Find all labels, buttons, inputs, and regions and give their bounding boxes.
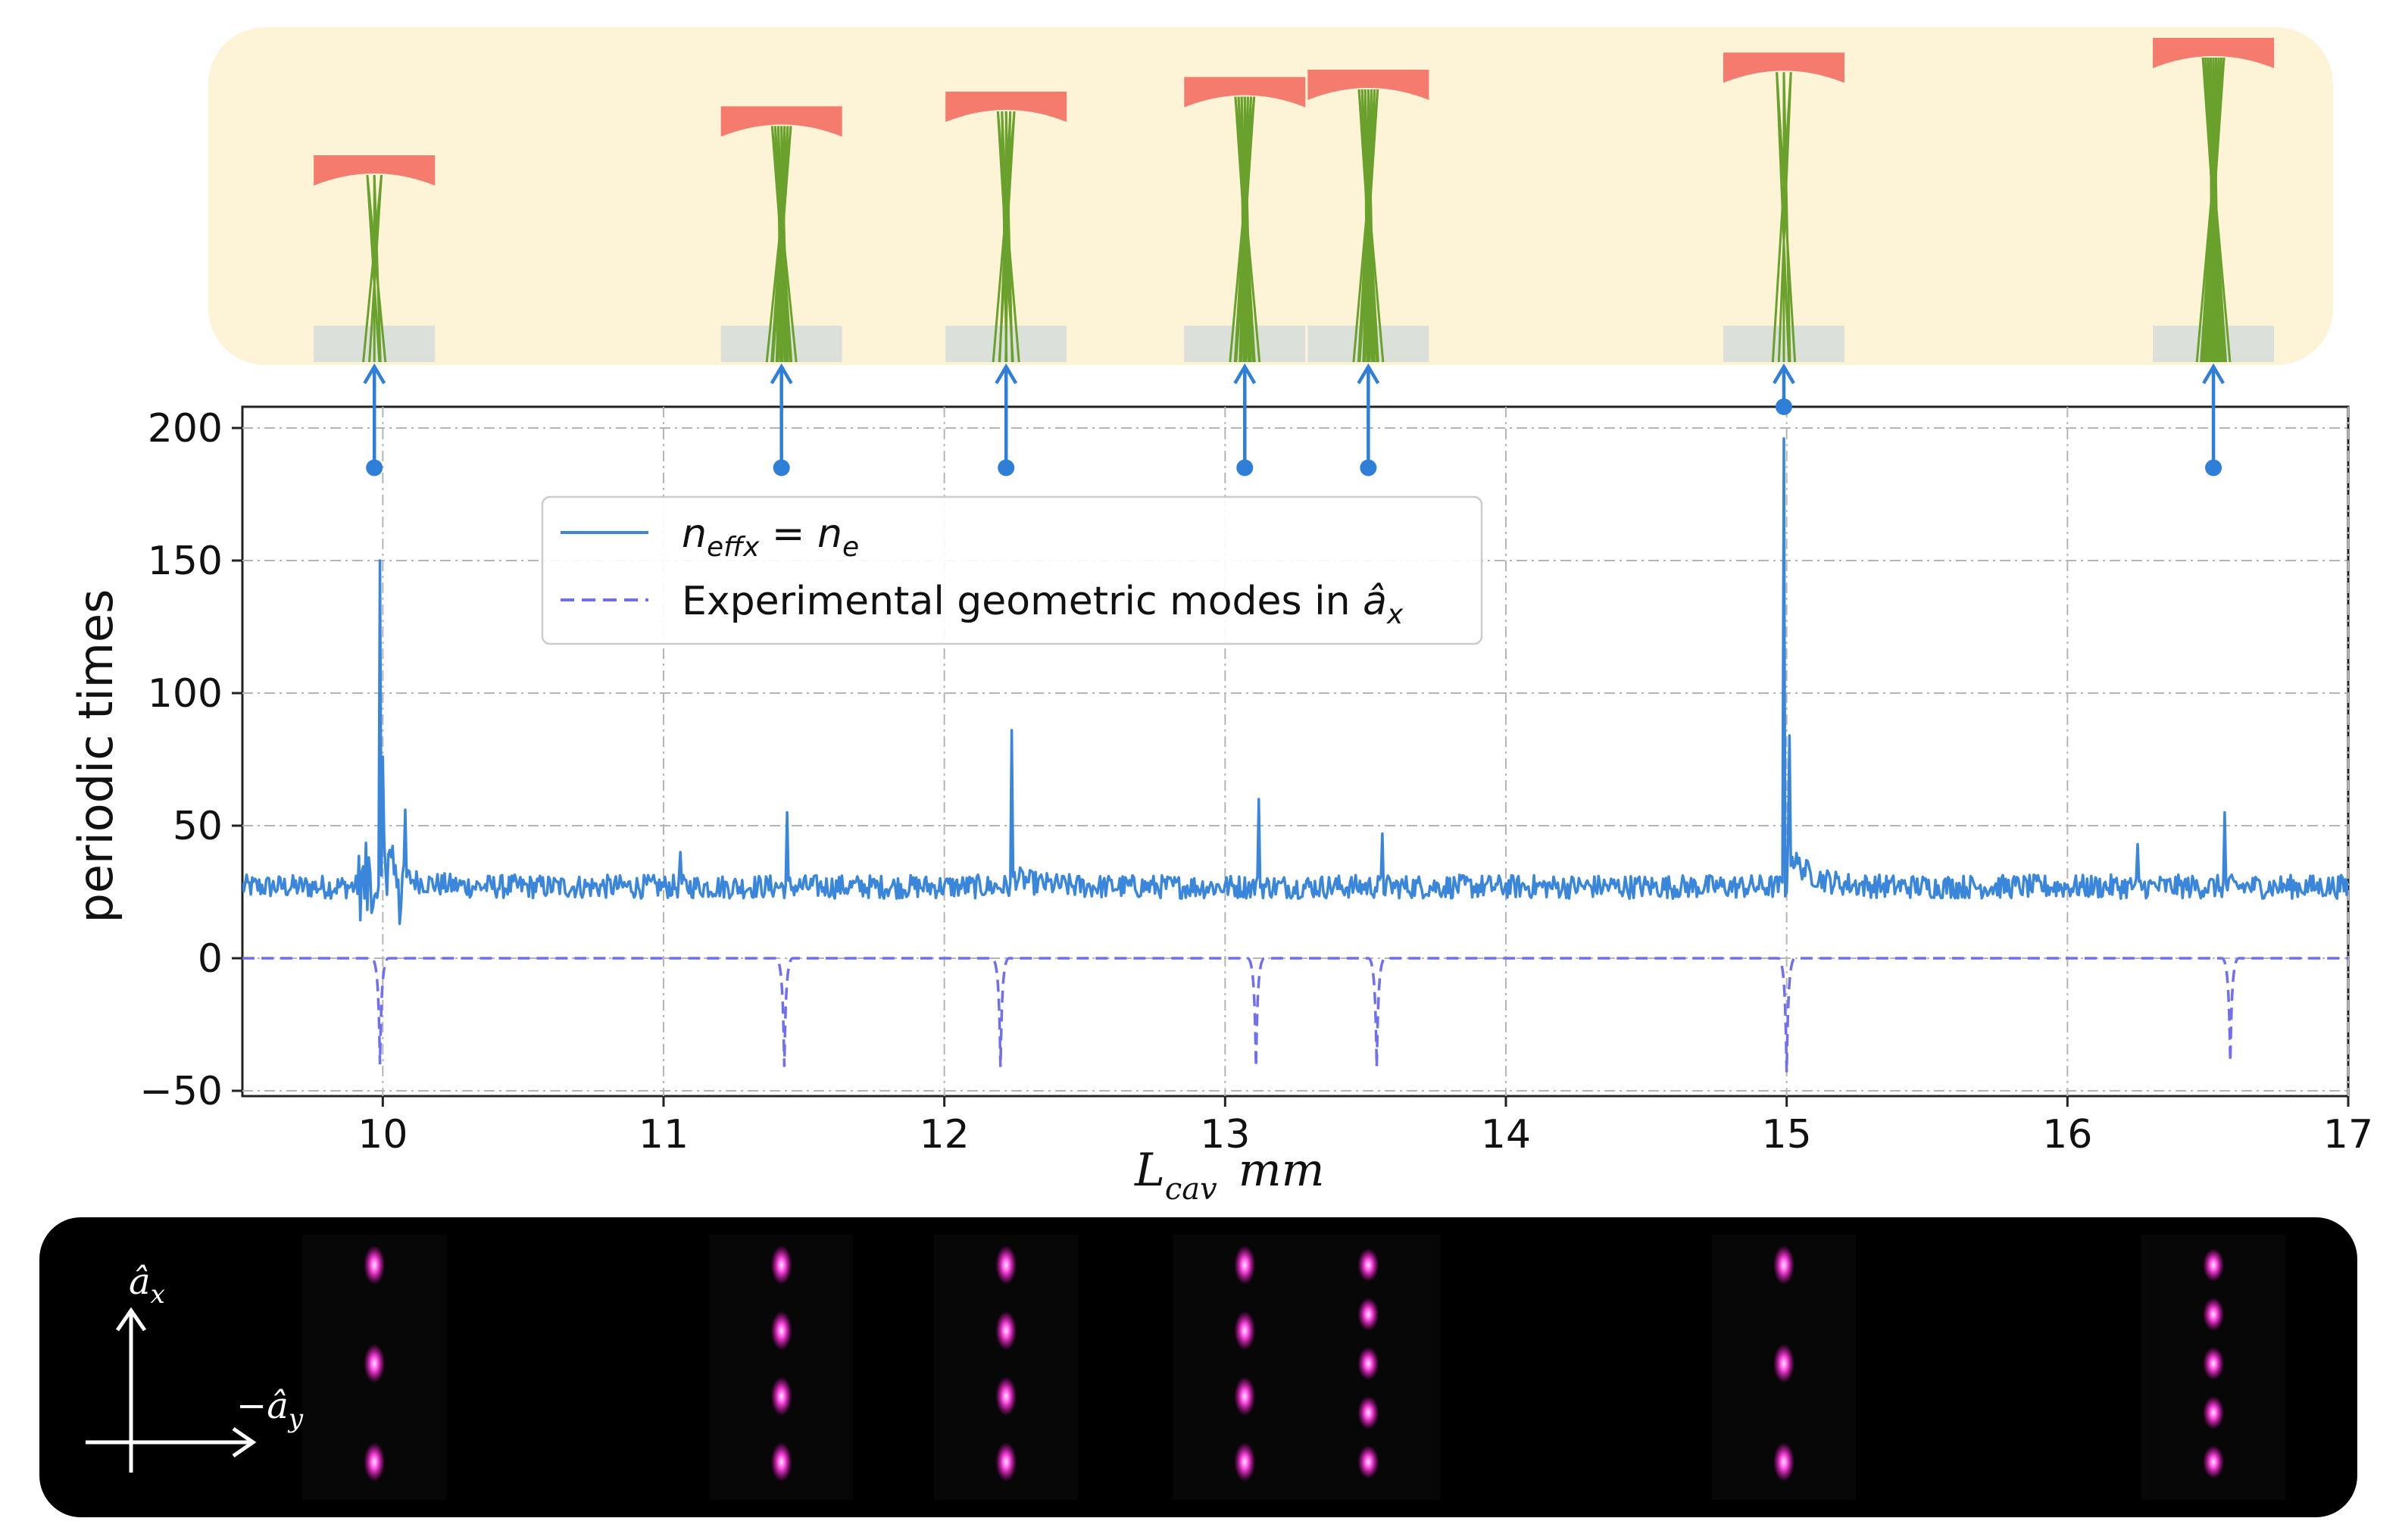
x-tick-label: 13 — [1200, 1112, 1250, 1157]
y-axis-label: periodic times — [68, 589, 123, 923]
axis-y-arrowhead — [232, 1426, 257, 1458]
legend-entry-1: neffx = ne — [682, 511, 859, 563]
beam-spot — [770, 1310, 792, 1351]
curved-mirror — [1184, 77, 1306, 108]
beam-path-line — [1776, 72, 1791, 363]
beam-spot — [1234, 1442, 1256, 1482]
mode-arrow-head — [363, 363, 386, 385]
mode-arrow-head — [770, 363, 793, 385]
beam-spot — [1357, 1298, 1379, 1331]
beam-spot — [364, 1245, 386, 1285]
x-tick-label: 15 — [1762, 1112, 1812, 1157]
x-tick-label: 17 — [2323, 1112, 2373, 1157]
beam-spot — [1357, 1347, 1379, 1380]
y-tick-label: 200 — [148, 406, 223, 451]
beam-spot — [995, 1376, 1017, 1417]
beam-path-line — [1001, 111, 1008, 363]
cavity-diagrams — [314, 38, 2275, 363]
beam-spot — [995, 1245, 1017, 1285]
x-tick-label: 14 — [1481, 1112, 1531, 1157]
beam-spot — [770, 1245, 792, 1285]
beam-path-line — [770, 126, 792, 363]
beam-spot — [1234, 1245, 1256, 1285]
beam-path-line — [2201, 57, 2226, 363]
mode-marker-dot — [773, 459, 790, 476]
curved-mirror — [945, 92, 1067, 123]
curved-mirror — [1307, 69, 1429, 100]
y-tick-label: 100 — [148, 671, 223, 717]
curved-mirror — [1723, 52, 1844, 83]
x-tick-label: 12 — [920, 1112, 970, 1157]
mode-marker-dot — [1360, 459, 1377, 476]
series-geometric-modes-line — [242, 957, 2348, 1073]
beam-images — [302, 1235, 2286, 1500]
beam-spot — [364, 1344, 386, 1383]
mode-marker-dot — [1236, 459, 1254, 476]
mode-arrow-head — [2202, 363, 2226, 385]
mode-arrow-head — [1357, 363, 1380, 385]
beam-spot — [1357, 1248, 1379, 1282]
mode-marker-dot — [366, 459, 383, 476]
beam-spot — [2203, 1248, 2225, 1282]
beam-axes: âx −ây — [86, 1260, 304, 1473]
x-tick-label: 10 — [358, 1112, 408, 1157]
y-tick-label: 50 — [173, 804, 223, 849]
y-tick-label: 150 — [148, 539, 223, 584]
beam-spot — [1773, 1245, 1794, 1285]
axis-y-label: −ây — [236, 1385, 304, 1434]
axis-ticks: 10 11 12 13 14 15 16 17 −50 0 50 100 150 200 — [139, 406, 2373, 1157]
legend: neffx = ne Experimental geometric modes … — [541, 495, 1483, 645]
beam-spot — [995, 1442, 1017, 1482]
beam-spot — [770, 1442, 792, 1482]
beam-spot — [2203, 1396, 2225, 1429]
beam-spot — [2203, 1445, 2225, 1479]
beam-spot — [2203, 1298, 2225, 1331]
beam-spot — [770, 1376, 792, 1417]
axis-x-label: âx — [129, 1260, 165, 1310]
curved-mirror — [2153, 38, 2275, 68]
x-tick-label: 16 — [2042, 1112, 2092, 1157]
mode-marker-dot — [998, 459, 1015, 476]
beam-spot — [364, 1442, 386, 1482]
beam-spot — [1773, 1344, 1794, 1383]
beam-spot — [1234, 1310, 1256, 1351]
beam-path-line — [996, 111, 1014, 363]
mode-arrow-head — [1233, 363, 1257, 385]
curved-mirror — [720, 106, 842, 137]
beam-spot — [1234, 1376, 1256, 1417]
mode-arrows — [363, 363, 2226, 476]
beam-path-line — [366, 174, 381, 363]
beam-spot — [1773, 1442, 1794, 1482]
mode-marker-dot — [1775, 398, 1792, 415]
beam-spot — [995, 1310, 1017, 1351]
beam-spot — [1357, 1445, 1379, 1479]
beam-spot — [2203, 1347, 2225, 1380]
x-tick-label: 11 — [639, 1112, 689, 1157]
x-axis-label: Lcav mm — [1134, 1144, 1325, 1207]
mode-arrow-head — [1773, 363, 1795, 385]
y-tick-label: 0 — [198, 936, 223, 982]
beam-path-line — [1234, 96, 1255, 363]
curved-mirror — [314, 155, 436, 186]
series-group — [242, 437, 2348, 1073]
axis-x-arrowhead — [115, 1307, 147, 1332]
legend-box — [541, 495, 1483, 645]
legend-entry-2: Experimental geometric modes in âx — [682, 579, 1404, 630]
beam-path-line — [1357, 89, 1379, 363]
mode-marker-dot — [2205, 459, 2222, 476]
beam-spot — [1357, 1396, 1379, 1429]
series-neffx-line — [242, 437, 2348, 926]
mode-arrow-head — [995, 363, 1018, 385]
y-tick-label: −50 — [139, 1069, 223, 1114]
